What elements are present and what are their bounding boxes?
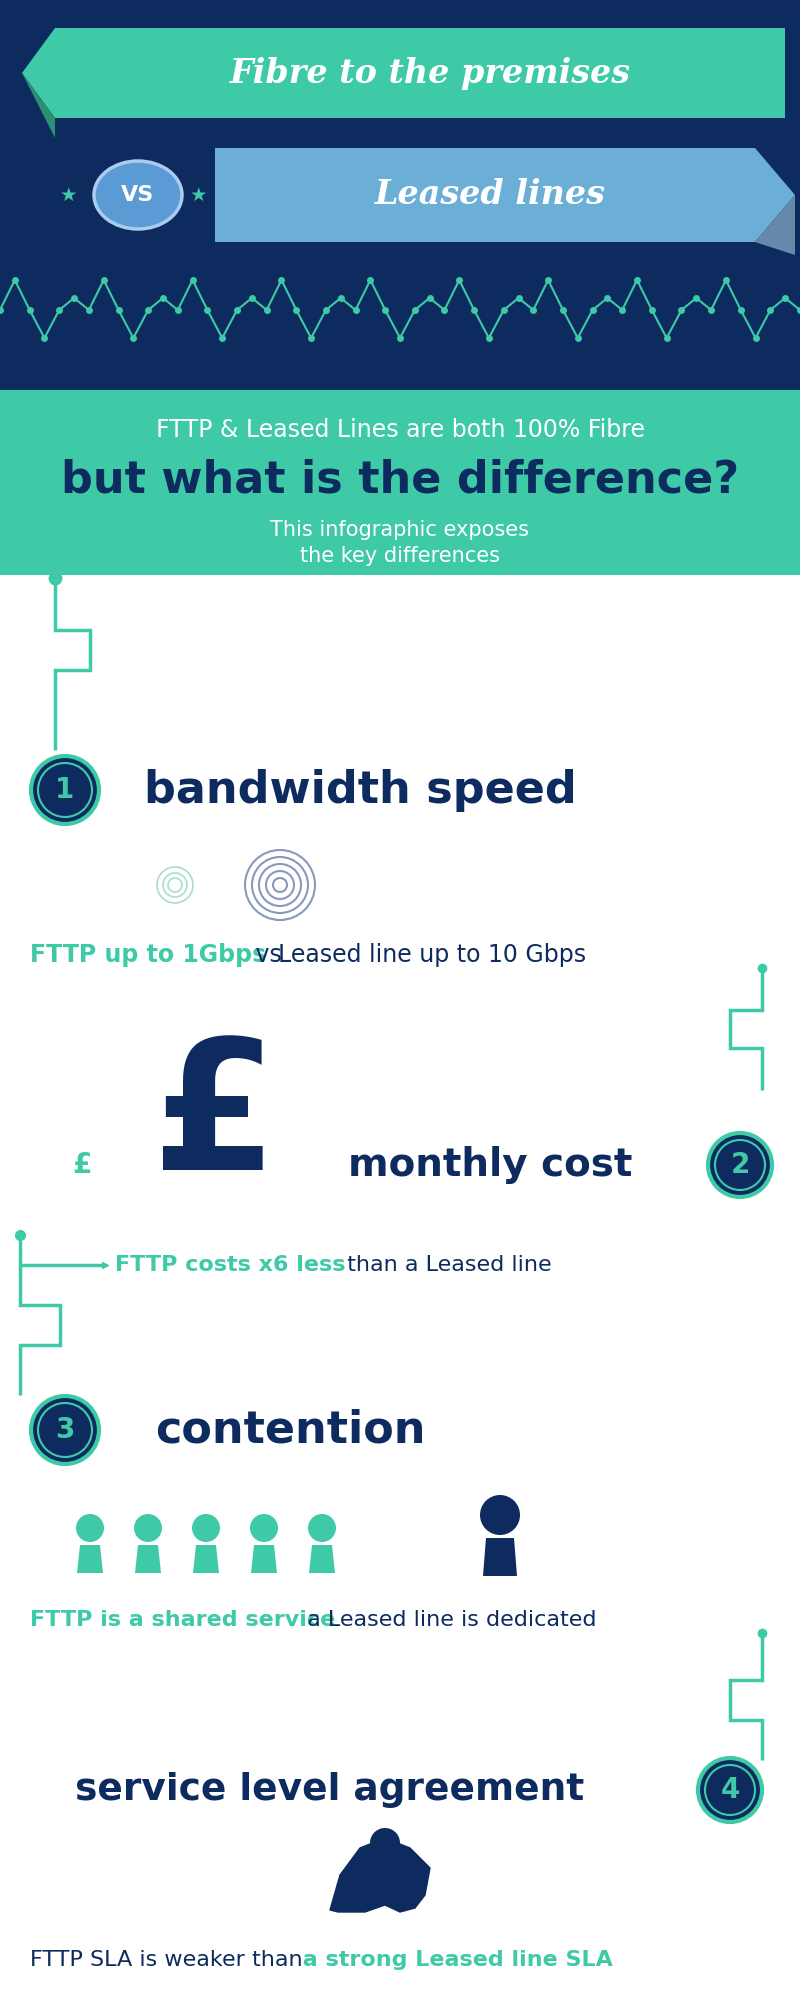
Text: Leased lines: Leased lines	[374, 178, 606, 212]
Text: ★: ★	[190, 186, 206, 204]
Circle shape	[192, 1514, 220, 1542]
Circle shape	[308, 1514, 336, 1542]
Circle shape	[76, 1514, 104, 1542]
Circle shape	[698, 1758, 762, 1822]
Text: 4: 4	[720, 1776, 740, 1804]
Text: a Leased line is dedicated: a Leased line is dedicated	[300, 1610, 597, 1630]
Text: ★: ★	[59, 186, 77, 204]
Polygon shape	[251, 1544, 277, 1572]
Polygon shape	[215, 148, 795, 242]
Text: but what is the difference?: but what is the difference?	[61, 458, 739, 502]
Polygon shape	[330, 1838, 430, 1912]
Polygon shape	[309, 1544, 335, 1572]
Circle shape	[134, 1514, 162, 1542]
Text: 3: 3	[55, 1416, 74, 1444]
Polygon shape	[135, 1544, 161, 1572]
Polygon shape	[77, 1544, 103, 1572]
Text: FTTP up to 1Gbps: FTTP up to 1Gbps	[30, 944, 266, 968]
Circle shape	[31, 756, 99, 824]
Circle shape	[31, 1396, 99, 1464]
Text: bandwidth speed: bandwidth speed	[144, 768, 576, 812]
Circle shape	[480, 1496, 520, 1536]
Polygon shape	[755, 196, 795, 254]
Text: FTTP & Leased Lines are both 100% Fibre: FTTP & Leased Lines are both 100% Fibre	[155, 418, 645, 442]
Text: 2: 2	[730, 1152, 750, 1178]
Text: £: £	[72, 1152, 92, 1178]
Polygon shape	[193, 1544, 219, 1572]
Text: the key differences: the key differences	[300, 546, 500, 566]
Polygon shape	[22, 28, 785, 118]
Bar	[0, 0, 800, 390]
Circle shape	[370, 1828, 400, 1858]
Text: vs: vs	[248, 944, 290, 968]
Text: FTTP SLA is weaker than: FTTP SLA is weaker than	[30, 1950, 302, 1970]
Text: £: £	[152, 1032, 278, 1208]
Circle shape	[250, 1514, 278, 1542]
Text: a strong Leased line SLA: a strong Leased line SLA	[295, 1950, 613, 1970]
Text: VS: VS	[122, 186, 154, 206]
Text: FTTP is a shared service: FTTP is a shared service	[30, 1610, 335, 1630]
Text: service level agreement: service level agreement	[75, 1772, 585, 1808]
Text: FTTP costs x6 less: FTTP costs x6 less	[115, 1256, 346, 1276]
Text: contention: contention	[154, 1408, 426, 1452]
Text: than a Leased line: than a Leased line	[340, 1256, 552, 1276]
Polygon shape	[483, 1538, 517, 1576]
Circle shape	[708, 1132, 772, 1196]
Ellipse shape	[94, 162, 182, 228]
Polygon shape	[22, 72, 55, 138]
Text: Fibre to the premises: Fibre to the premises	[230, 56, 630, 90]
Text: 1: 1	[55, 776, 74, 804]
Text: This infographic exposes: This infographic exposes	[270, 520, 530, 540]
Text: monthly cost: monthly cost	[348, 1146, 632, 1184]
Text: Leased line up to 10 Gbps: Leased line up to 10 Gbps	[278, 944, 586, 968]
Bar	[0, 390, 800, 576]
